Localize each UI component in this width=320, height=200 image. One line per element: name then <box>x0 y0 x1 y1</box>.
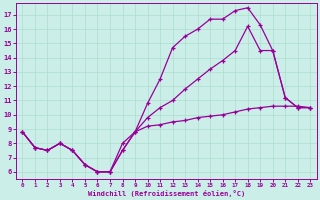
X-axis label: Windchill (Refroidissement éolien,°C): Windchill (Refroidissement éolien,°C) <box>88 190 245 197</box>
